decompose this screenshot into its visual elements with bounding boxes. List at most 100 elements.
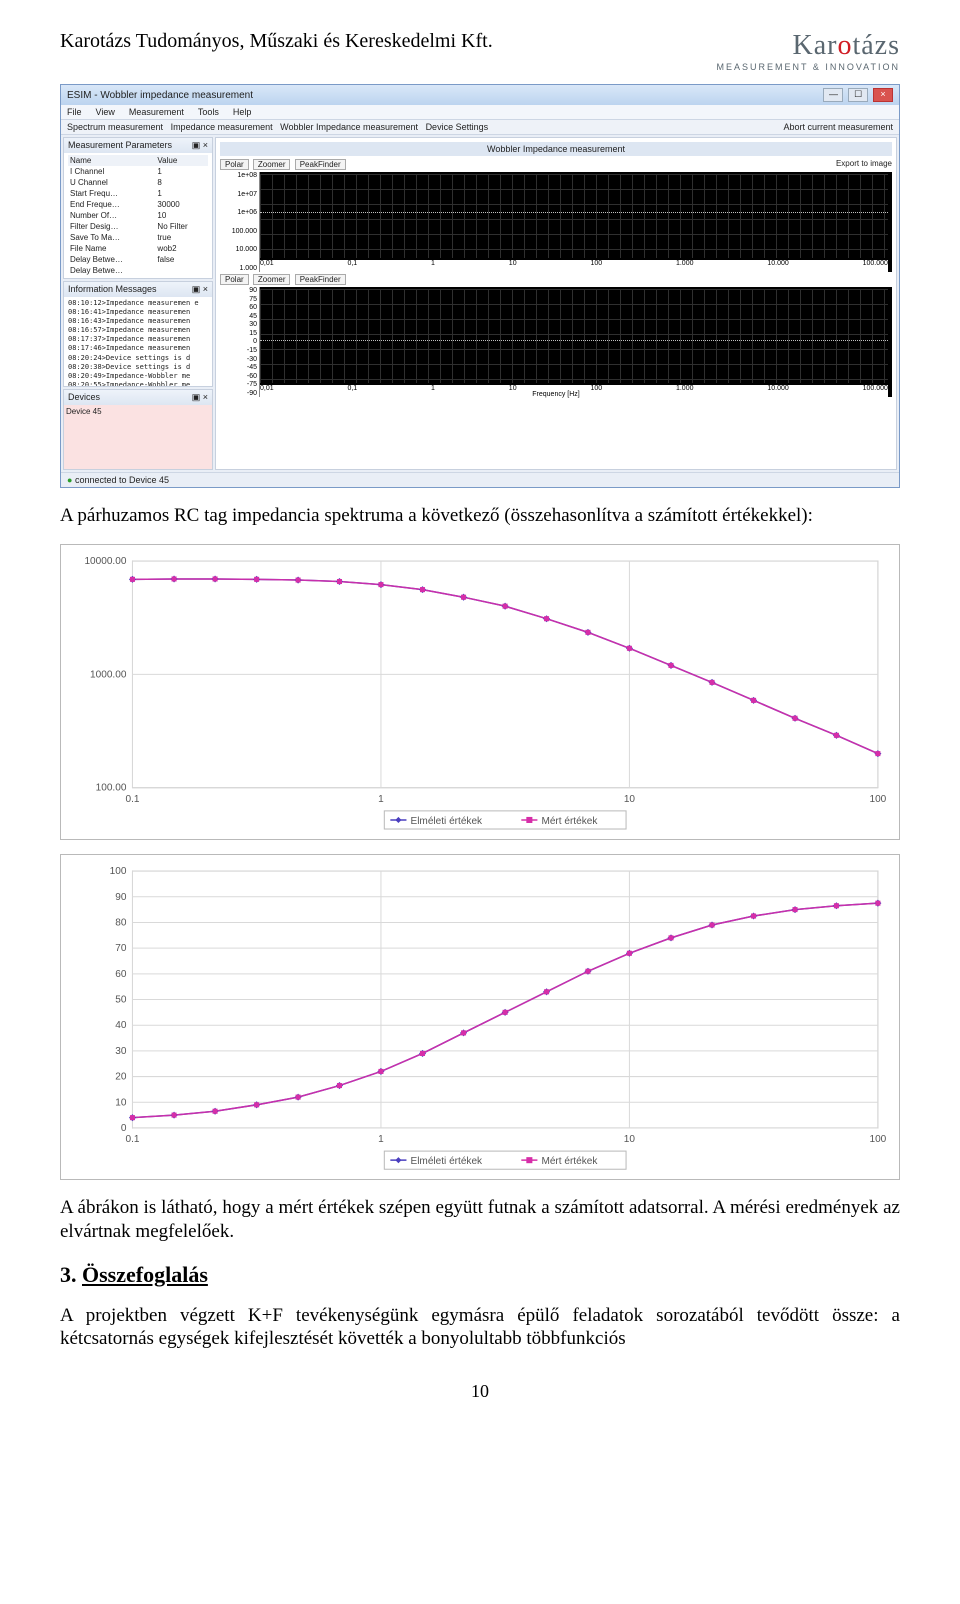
svg-text:Mért értékek: Mért értékek (541, 816, 598, 827)
param-col-value: Value (155, 155, 208, 166)
svg-text:10: 10 (115, 1097, 127, 1108)
svg-text:100.00: 100.00 (96, 782, 127, 793)
chart-impedance-phase: 10090807060504030201000.1110100Elméleti … (60, 854, 900, 1180)
panel-pin-icon[interactable]: ▣ × (192, 284, 208, 295)
param-value: 1 (155, 188, 208, 199)
svg-text:1: 1 (378, 1134, 384, 1145)
panel-pin-icon[interactable]: ▣ × (192, 392, 208, 403)
svg-text:10000.00: 10000.00 (84, 556, 126, 567)
paragraph-3: A projektben végzett K+F tevékenységünk … (60, 1304, 900, 1352)
maximize-icon[interactable]: ☐ (848, 88, 868, 102)
panel-devices-title: Devices (68, 392, 100, 403)
param-name: Delay Betwe… (68, 254, 155, 265)
close-icon[interactable]: × (873, 88, 893, 102)
xaxis-label: Frequency [Hz] (532, 391, 579, 398)
param-name: Delay Betwe… (68, 265, 155, 276)
param-value: false (155, 254, 208, 265)
menu-help[interactable]: Help (233, 107, 252, 117)
section-number: 3. (60, 1262, 82, 1287)
chart1-svg: 10000.001000.00100.000.1110100Elméleti é… (67, 551, 893, 833)
param-name: Start Frequ… (68, 188, 155, 199)
panel-info: Information Messages▣ × 08:10:12>Impedan… (63, 281, 213, 387)
param-value: true (155, 232, 208, 243)
app-menubar: File View Measurement Tools Help (61, 105, 899, 120)
panel-devices: Devices ▣ × Device 45 (63, 389, 213, 470)
param-value (155, 265, 208, 276)
status-dot-icon: ● (67, 475, 72, 485)
svg-text:10: 10 (624, 794, 636, 805)
section-title: Összefoglalás (82, 1262, 208, 1287)
param-value: 8 (155, 177, 208, 188)
menu-file[interactable]: File (67, 107, 82, 117)
app-title: ESIM - Wobbler impedance measurement (67, 90, 253, 101)
btn-polar[interactable]: Polar (220, 274, 249, 285)
tab-impedance[interactable]: Impedance measurement (171, 122, 273, 132)
wobbler-title: Wobbler Impedance measurement (220, 142, 892, 156)
svg-text:10: 10 (624, 1134, 636, 1145)
svg-text:0.1: 0.1 (125, 1134, 139, 1145)
param-name: Number Of… (68, 210, 155, 221)
app-titlebar: ESIM - Wobbler impedance measurement — ☐… (61, 85, 899, 105)
panel-params-title: Measurement Parameters (68, 140, 172, 151)
menu-tools[interactable]: Tools (198, 107, 219, 117)
logo-text-pre: Kar (792, 30, 837, 61)
logo: Karotázs MEASUREMENT & INNOVATION (716, 30, 900, 72)
btn-polar[interactable]: Polar (220, 159, 249, 170)
company-name: Karotázs Tudományos, Műszaki és Keresked… (60, 30, 493, 53)
app-screenshot: ESIM - Wobbler impedance measurement — ☐… (60, 84, 900, 488)
svg-text:Mért értékek: Mért értékek (541, 1156, 598, 1167)
param-value: 1 (155, 166, 208, 177)
minimize-icon[interactable]: — (823, 88, 843, 102)
panel-parameters: Measurement Parameters ▣ × NameValue I Ch… (63, 137, 213, 279)
logo-text-post: tázs (852, 30, 900, 61)
menu-measurement[interactable]: Measurement (129, 107, 184, 117)
svg-text:80: 80 (115, 917, 127, 928)
param-name: I Channel (68, 166, 155, 177)
yaxis: 9075604530150-15-30-45-60-75-90 (220, 287, 260, 397)
export-link[interactable]: Export to image (836, 159, 892, 170)
svg-text:Elméleti értékek: Elméleti értékek (410, 1156, 483, 1167)
devices-list[interactable]: Device 45 (64, 405, 212, 469)
info-messages: 08:10:12>Impedance measuremen e08:16:41>… (64, 297, 212, 386)
param-value: No Filter (155, 221, 208, 232)
chart-impedance-magnitude: 10000.001000.00100.000.1110100Elméleti é… (60, 544, 900, 840)
paragraph-1: A párhuzamos RC tag impedancia spektruma… (60, 504, 900, 528)
yaxis: 1e+081e+071e+06100.00010.0001.000 (220, 172, 260, 272)
paragraph-2: A ábrákon is látható, hogy a mért értéke… (60, 1196, 900, 1244)
param-value: 10 (155, 210, 208, 221)
window-buttons: — ☐ × (821, 88, 893, 102)
page-number: 10 (60, 1381, 900, 1402)
tab-spectrum[interactable]: Spectrum measurement (67, 122, 163, 132)
abort-link[interactable]: Abort current measurement (783, 122, 893, 132)
svg-text:90: 90 (115, 892, 127, 903)
logo-accent: o (837, 30, 852, 61)
svg-text:50: 50 (115, 994, 127, 1005)
params-table: NameValue I Channel1 U Channel8 Start Fr… (68, 155, 208, 276)
btn-peakfinder[interactable]: PeakFinder (295, 274, 346, 285)
param-col-name: Name (68, 155, 155, 166)
chart2-svg: 10090807060504030201000.1110100Elméleti … (67, 861, 893, 1173)
btn-peakfinder[interactable]: PeakFinder (295, 159, 346, 170)
param-name: Save To Ma… (68, 232, 155, 243)
svg-text:1000.00: 1000.00 (90, 669, 127, 680)
param-value: 30000 (155, 199, 208, 210)
svg-text:20: 20 (115, 1071, 127, 1082)
svg-text:0: 0 (121, 1123, 127, 1134)
tab-wobbler[interactable]: Wobbler Impedance measurement (280, 122, 418, 132)
btn-zoomer[interactable]: Zoomer (253, 274, 291, 285)
param-value: wob2 (155, 243, 208, 254)
menu-view[interactable]: View (96, 107, 115, 117)
svg-text:60: 60 (115, 969, 127, 980)
xaxis: 0,010,11101001.00010.000100.000 (260, 260, 888, 272)
param-name: Filter Desig… (68, 221, 155, 232)
param-name: End Freque… (68, 199, 155, 210)
svg-text:1: 1 (378, 794, 384, 805)
tab-device-settings[interactable]: Device Settings (426, 122, 489, 132)
btn-zoomer[interactable]: Zoomer (253, 159, 291, 170)
section-heading: 3. Összefoglalás (60, 1262, 900, 1288)
panel-pin-icon[interactable]: ▣ × (192, 140, 208, 151)
impedance-plot-top: 1e+081e+071e+06100.00010.0001.000 0,010,… (220, 172, 892, 272)
status-bar: ● connected to Device 45 (61, 472, 899, 487)
svg-text:100: 100 (869, 1134, 886, 1145)
svg-text:100: 100 (869, 794, 886, 805)
